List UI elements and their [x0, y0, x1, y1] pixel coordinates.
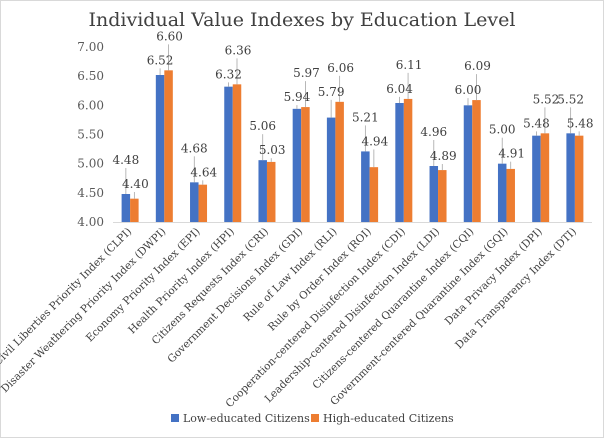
y-tick-label: 7.00 — [77, 40, 104, 54]
bar-low-educated — [155, 75, 165, 222]
data-labels-group: 4.48 4.40 6.52 6.60 4.68 4.64 6.32 6.36 5.06 5.03… — [112, 29, 593, 191]
bar-high-educated — [574, 135, 584, 222]
y-tick-label: 5.00 — [77, 157, 104, 171]
bar-high-educated — [266, 161, 276, 222]
data-label-high-educated: 4.40 — [122, 177, 149, 191]
data-label-low-educated: 6.00 — [455, 83, 482, 97]
data-label-high-educated: 6.36 — [225, 43, 252, 57]
bar-high-educated — [130, 198, 139, 222]
bar-low-educated — [497, 163, 507, 222]
data-label-high-educated: 5.03 — [259, 143, 286, 157]
y-tick-label: 4.00 — [77, 215, 104, 229]
bars-group — [121, 70, 584, 223]
data-label-low-educated: 4.68 — [181, 141, 208, 155]
data-label-high-educated: 4.89 — [430, 149, 457, 163]
data-label-low-educated: 6.52 — [147, 53, 174, 67]
bar-low-educated — [190, 182, 199, 222]
data-label-high-educated: 6.11 — [396, 58, 423, 72]
y-tick-label: 6.50 — [77, 69, 104, 83]
bar-low-educated — [326, 117, 336, 222]
bar-low-educated — [532, 135, 541, 222]
data-label-low-educated: 6.04 — [386, 82, 413, 96]
data-label-high-educated: 4.91 — [498, 147, 525, 161]
legend-swatch-low-educated — [171, 414, 179, 422]
legend-label-high-educated: High-educated Citizens — [323, 412, 454, 425]
y-tick-label: 6.00 — [77, 98, 104, 112]
chart-title: Individual Value Indexes by Education Le… — [89, 9, 516, 31]
data-label-low-educated: 5.94 — [284, 90, 311, 104]
data-label-high-educated: 5.52 — [533, 92, 560, 106]
data-label-high-educated: 5.97 — [293, 66, 320, 80]
bar-low-educated — [258, 160, 267, 222]
data-label-low-educated: 5.52 — [557, 92, 584, 106]
data-label-high-educated: 4.94 — [361, 134, 388, 148]
bar-high-educated — [403, 98, 413, 222]
bar-high-educated — [335, 101, 344, 222]
bar-low-educated — [395, 103, 404, 222]
y-axis: 4.00 4.50 5.00 5.50 6.00 6.50 7.00 — [77, 40, 104, 229]
data-label-low-educated: 5.06 — [249, 119, 276, 133]
leader-lines-group — [125, 44, 580, 199]
legend: Low-educated Citizens High-educated Citiz… — [171, 412, 454, 425]
data-label-low-educated: 5.00 — [489, 123, 516, 137]
data-label-high-educated: 6.60 — [156, 29, 183, 43]
bar-high-educated — [506, 168, 515, 222]
data-label-high-educated: 6.06 — [327, 61, 354, 75]
data-label-high-educated: 6.09 — [464, 59, 491, 73]
bar-high-educated — [164, 70, 173, 222]
data-label-high-educated: 4.64 — [190, 165, 217, 179]
data-label-low-educated: 4.96 — [420, 125, 447, 139]
data-label-low-educated: 5.21 — [352, 110, 379, 124]
bar-high-educated — [472, 100, 481, 222]
bar-low-educated — [292, 108, 302, 222]
data-label-high-educated: 5.48 — [567, 116, 594, 130]
legend-label-low-educated: Low-educated Citizens — [183, 412, 310, 425]
bar-low-educated — [224, 86, 233, 223]
bar-low-educated — [121, 194, 131, 222]
bar-high-educated — [198, 184, 208, 222]
data-label-low-educated: 4.48 — [112, 153, 139, 167]
data-label-low-educated: 5.79 — [318, 85, 345, 99]
data-label-low-educated: 6.32 — [215, 67, 242, 81]
bar-high-educated — [369, 167, 379, 222]
bar-low-educated — [361, 151, 370, 222]
bar-high-educated — [438, 170, 447, 222]
data-label-low-educated: 5.48 — [523, 116, 550, 130]
legend-swatch-high-educated — [311, 414, 319, 422]
bar-low-educated — [429, 166, 439, 222]
bar-high-educated — [232, 84, 242, 222]
y-tick-label: 4.50 — [77, 186, 104, 200]
bar-low-educated — [566, 133, 575, 222]
bar-high-educated — [301, 107, 310, 222]
bar-low-educated — [463, 105, 473, 222]
y-tick-label: 5.50 — [77, 128, 104, 142]
bar-high-educated — [540, 133, 550, 222]
